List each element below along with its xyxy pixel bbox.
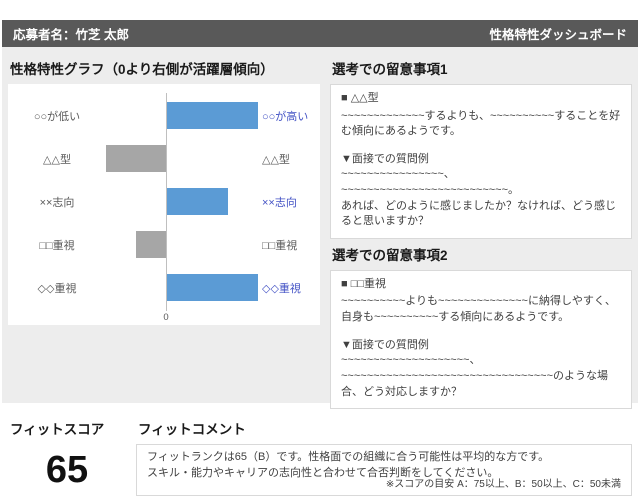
axis-zero-label: 0 (163, 312, 169, 323)
header-bar: 応募者名：竹芝 太郎 性格特性ダッシュボード (2, 20, 638, 47)
notes2-title: 選考での留意事項2 (332, 247, 448, 263)
fit-score-value: 65 (45, 448, 89, 491)
chart-right-label: △△型 (262, 153, 290, 166)
chart-bar (166, 102, 258, 129)
notes-column: 選考での留意事項1 ■ △△型 ~~~~~~~~~~~~~するよりも、~~~~~… (330, 53, 632, 413)
notes2-question-lines: ~~~~~~~~~~~~~~~~~~~~、 ~~~~~~~~~~~~~~~~~~~… (341, 353, 621, 400)
score-legend-footnote: ※スコアの目安 A：75以上、B：50以上、C：50未満 (385, 478, 621, 490)
chart-row: △△型 △△型 (8, 137, 320, 180)
notes1-card: ■ △△型 ~~~~~~~~~~~~~するよりも、~~~~~~~~~~することを… (330, 84, 632, 239)
notes1-trait-heading: ■ △△型 (341, 92, 379, 104)
chart-section-title: 性格特性グラフ（0より右側が活躍層傾向） (10, 62, 274, 77)
notes2-trait-heading: ■ □□重視 (341, 277, 386, 290)
zero-axis-line (166, 93, 167, 311)
chart-row: ◇◇重視 ◇◇重視 (8, 266, 320, 309)
chart-row: ××志向 ××志向 (8, 180, 320, 223)
fit-score-title: フィットスコア (10, 422, 105, 438)
chart-plot-area (106, 266, 258, 309)
personality-bar-chart: ○○が低い ○○が高い △△型 △△型 ××志向 ××志向 □□重視 □□重視 ◇◇重視 ◇◇重視… (8, 84, 320, 325)
notes2-question-title: ▼面接での質問例 (341, 338, 429, 351)
notes1-question-title: ▼面接での質問例 (341, 152, 429, 165)
chart-row: ○○が低い ○○が高い (8, 94, 320, 137)
chart-right-label: □□重視 (262, 239, 298, 252)
text-line: 自身も~~~~~~~~~~する傾向にあるようです。 (341, 311, 570, 324)
chart-row: □□重視 □□重視 (8, 223, 320, 266)
dashboard-title: 性格特性ダッシュボード (489, 28, 627, 42)
notes2-description: ~~~~~~~~~~よりも~~~~~~~~~~~~~~に納得しやすく、 自身も~~… (341, 294, 621, 325)
chart-left-label: △△型 (43, 153, 71, 166)
fit-comment-title: フィットコメント (138, 422, 246, 438)
chart-bar (166, 188, 228, 215)
chart-left-label: ××志向 (39, 196, 75, 209)
text-line: ~~~~~~~~~~~~~~~~~~~~~~~~~~。 (341, 184, 520, 197)
notes1-title: 選考での留意事項1 (332, 62, 448, 77)
text-line: ~~~~~~~~~~よりも~~~~~~~~~~~~~~に納得しやすく、 (341, 295, 616, 308)
fit-comment-card: フィットランクは65（B）です。性格面での組織に合う可能性は平均的な方です。 スキ… (136, 444, 632, 496)
chart-column: 性格特性グラフ（0より右側が活躍層傾向） ○○が低い ○○が高い △△型 △△型 ××志… (8, 53, 320, 413)
chart-bar (136, 231, 167, 258)
chart-left-label: ◇◇重視 (37, 282, 77, 295)
chart-plot-area (106, 223, 258, 266)
chart-left-label: □□重視 (39, 239, 75, 252)
chart-bar (166, 274, 258, 301)
notes1-description: ~~~~~~~~~~~~~するよりも、~~~~~~~~~~することを好む傾向にあ… (341, 109, 621, 140)
notes1-question-lines: ~~~~~~~~~~~~~~~~、 ~~~~~~~~~~~~~~~~~~~~~~~… (341, 167, 621, 229)
text-line: ~~~~~~~~~~~~~するよりも、~~~~~~~~~~することを好む傾向にあ… (341, 109, 621, 138)
text-line: ~~~~~~~~~~~~~~~~、 (341, 168, 455, 181)
applicant-name: 応募者名：竹芝 太郎 (13, 28, 129, 42)
text-line: あれば、どのように感じましたか？なければ、どう感じると思いますか？ (341, 199, 616, 228)
chart-left-label: ○○が低い (33, 110, 81, 123)
text-line: フィットランクは65（B）です。性格面での組織に合う可能性は平均的な方です。 (147, 451, 550, 464)
chart-rows: ○○が低い ○○が高い △△型 △△型 ××志向 ××志向 □□重視 □□重視 ◇◇重視 ◇◇重視 (8, 94, 320, 309)
chart-bar (106, 145, 167, 172)
dashboard: 応募者名：竹芝 太郎 性格特性ダッシュボード 性格特性グラフ（0より右側が活躍層… (2, 20, 638, 496)
chart-plot-area (106, 180, 258, 223)
chart-plot-area (106, 137, 258, 180)
main-content: 性格特性グラフ（0より右側が活躍層傾向） ○○が低い ○○が高い △△型 △△型 ××志… (2, 47, 638, 413)
chart-right-label: ◇◇重視 (262, 282, 301, 295)
chart-plot-area (106, 94, 258, 137)
notes2-card: ■ □□重視 ~~~~~~~~~~よりも~~~~~~~~~~~~~~に納得しやす… (330, 269, 632, 410)
chart-right-label: ××志向 (262, 196, 297, 209)
fit-score-card: 65 (8, 444, 126, 496)
text-line: ~~~~~~~~~~~~~~~~~~~~~~~~~~~~~~~~~のような場合、… (341, 369, 608, 398)
text-line: ~~~~~~~~~~~~~~~~~~~~、 (341, 354, 481, 367)
chart-right-label: ○○が高い (262, 110, 309, 123)
